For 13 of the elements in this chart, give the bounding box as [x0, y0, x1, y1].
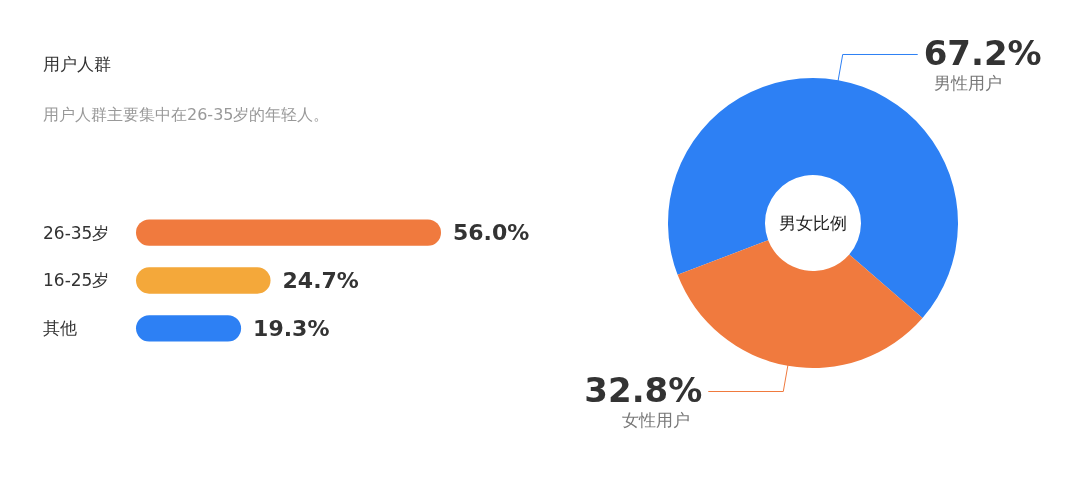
data-label: 24.7% — [282, 268, 359, 294]
y-tick-label: 16-25岁 — [43, 270, 110, 291]
chart-subtitle: 用户人群主要集中在26-35岁的年轻人。 — [43, 105, 330, 124]
text: 男女比例 — [779, 212, 847, 233]
data-label: 67.2% — [923, 32, 1042, 73]
data-label: 56.0% — [453, 220, 530, 246]
data-label: 32.8% — [584, 369, 703, 410]
slice-label: 男性用户 — [933, 72, 1002, 93]
chart-title: 用户人群 — [43, 54, 111, 74]
y-tick-label: 其他 — [43, 318, 77, 339]
slice-label: 女性用户 — [622, 409, 691, 430]
y-tick-label: 26-35岁 — [43, 222, 110, 243]
data-label: 19.3% — [253, 316, 330, 342]
